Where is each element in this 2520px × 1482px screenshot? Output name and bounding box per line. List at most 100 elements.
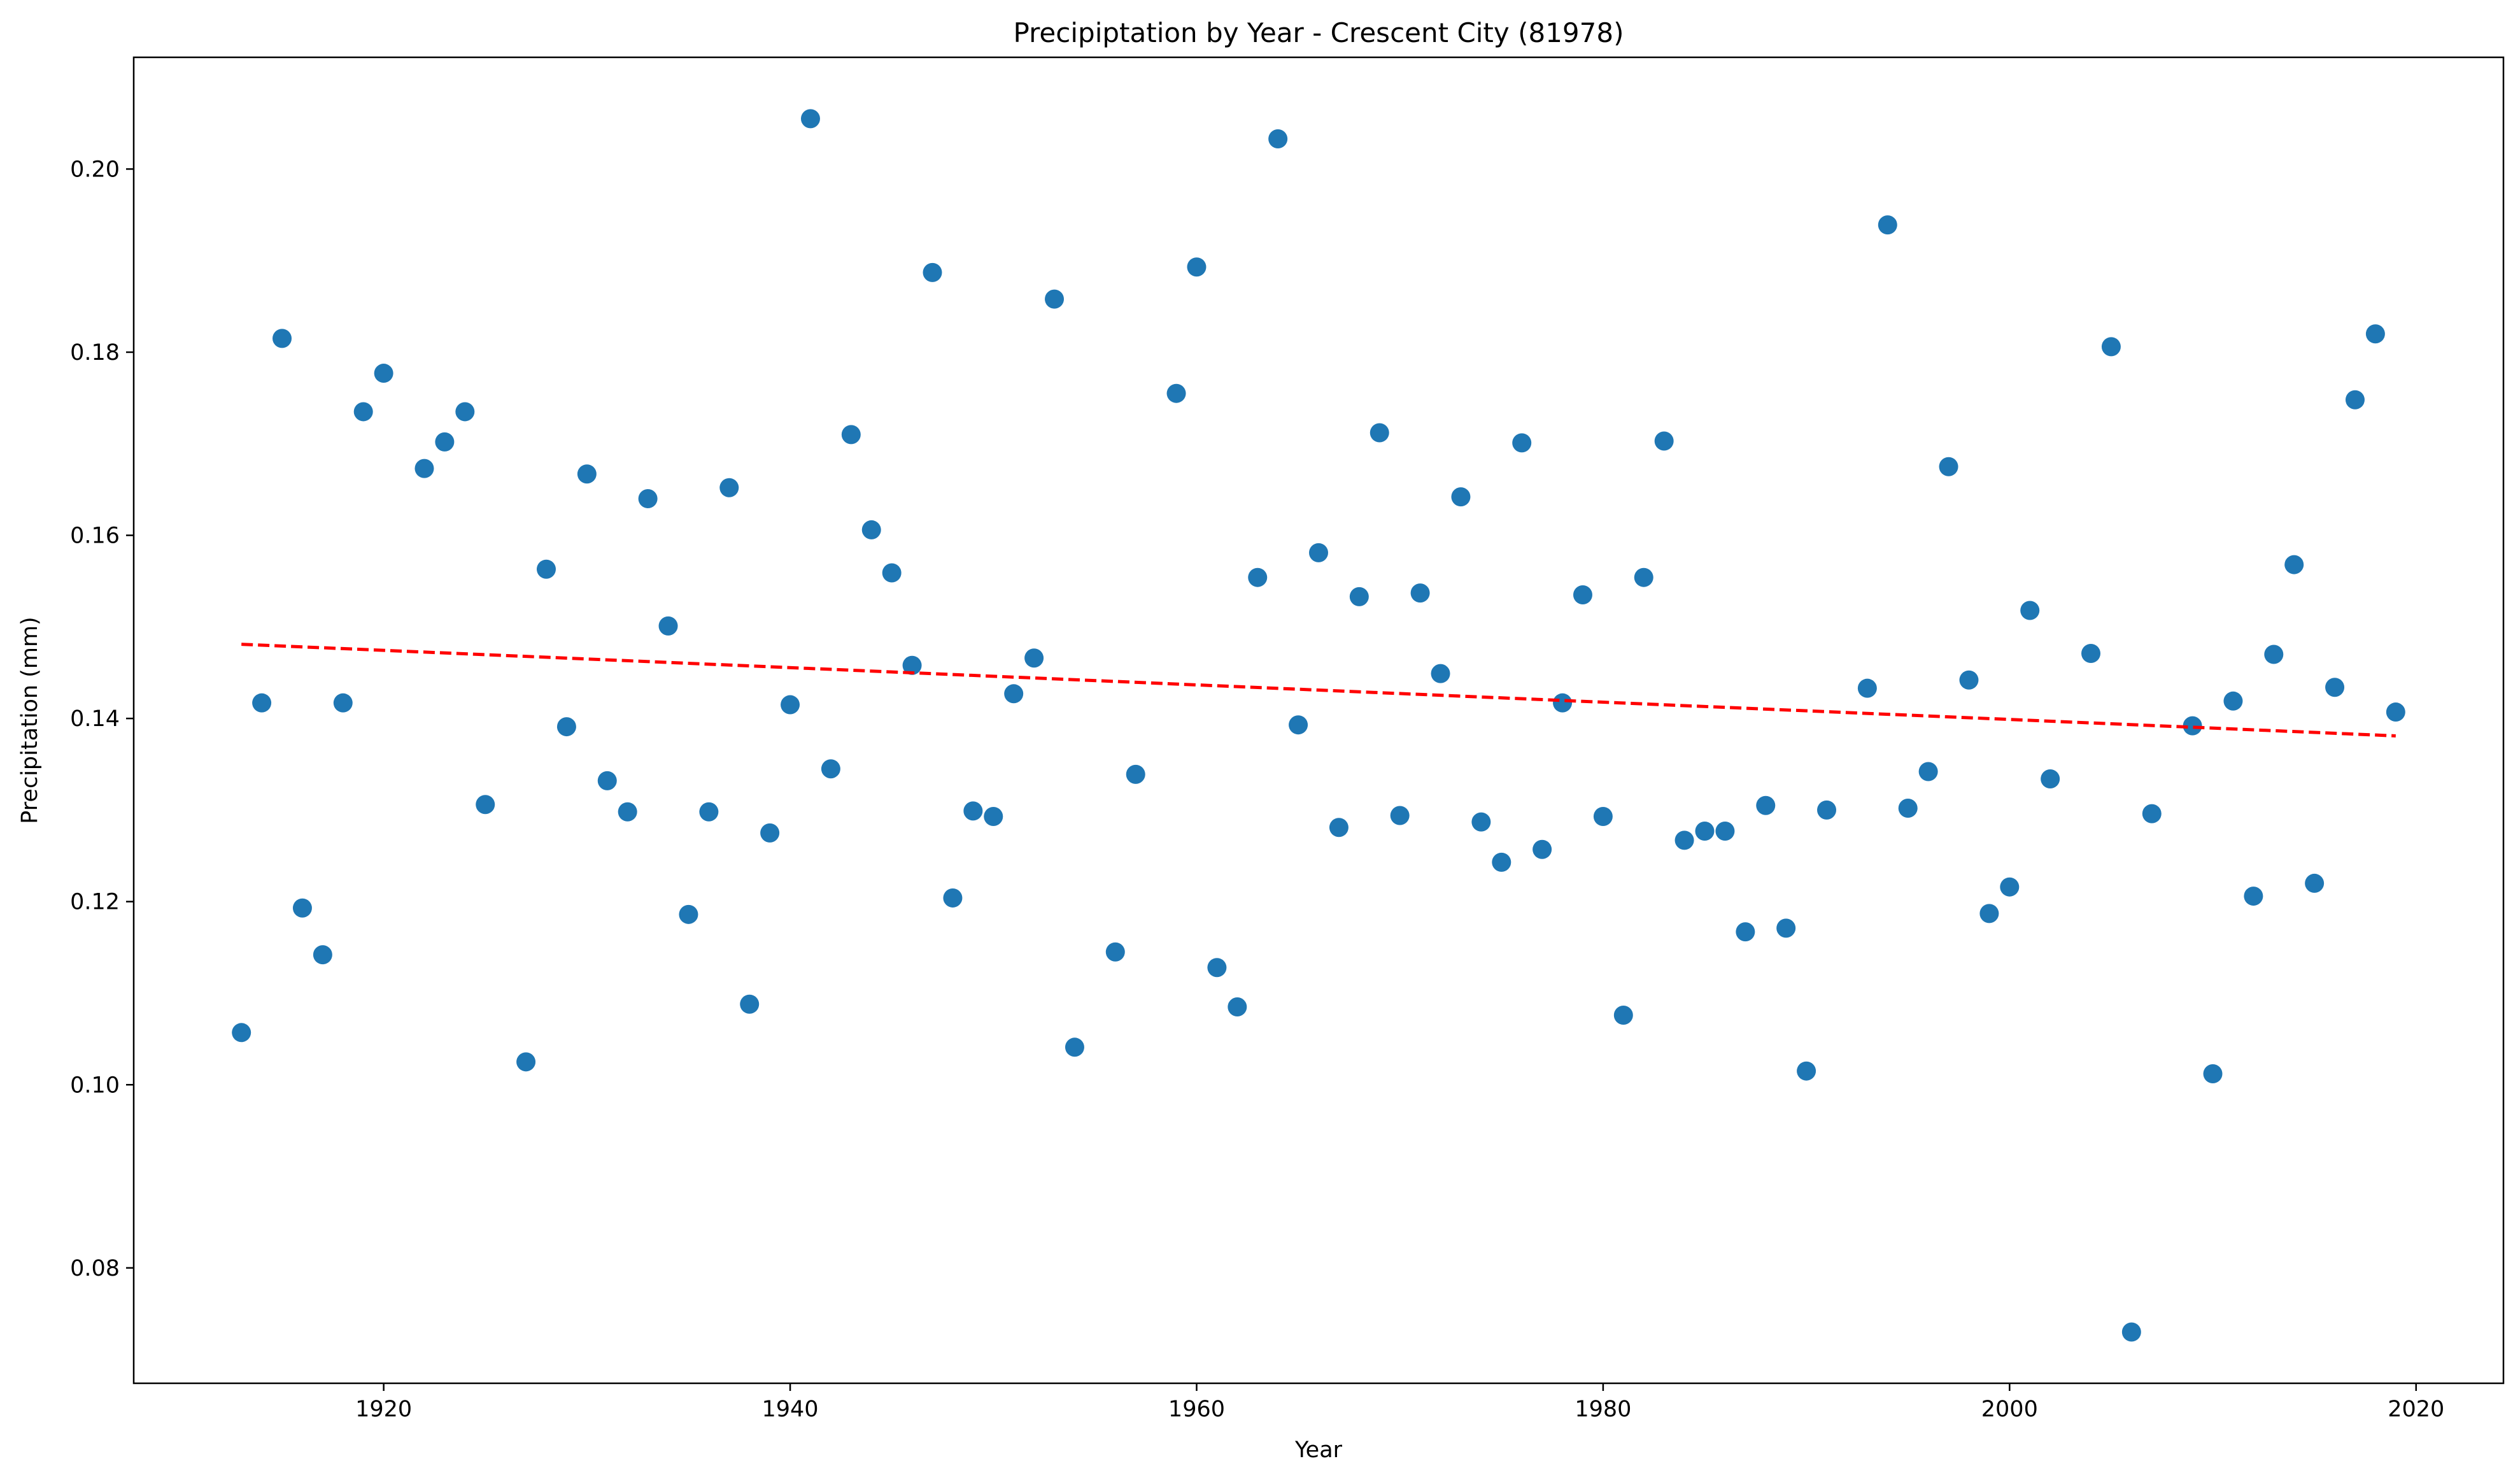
data-point-1988	[1756, 795, 1776, 815]
data-points	[232, 109, 2405, 1342]
y-tick-label-0.12: 0.12	[70, 890, 120, 915]
data-point-1949	[963, 801, 983, 821]
data-point-1971	[1410, 583, 1430, 603]
data-point-2011	[2223, 691, 2243, 711]
data-point-1943	[841, 425, 861, 445]
data-point-1913	[232, 1023, 251, 1043]
data-point-1990	[1797, 1061, 1816, 1081]
data-point-1939	[760, 823, 780, 843]
data-point-1968	[1349, 587, 1369, 606]
data-point-2018	[2365, 324, 2385, 344]
data-point-1994	[1878, 215, 1897, 235]
y-tick-label-0.16: 0.16	[70, 524, 120, 549]
data-point-1945	[882, 563, 902, 583]
data-point-2012	[2244, 887, 2263, 906]
data-point-1998	[1959, 670, 1979, 690]
data-point-1933	[638, 489, 658, 509]
data-point-1991	[1817, 800, 1837, 820]
data-point-1963	[1248, 567, 1268, 587]
x-tick-label-1940: 1940	[762, 1397, 819, 1422]
x-tick-label-2000: 2000	[1981, 1397, 2038, 1422]
data-point-1947	[923, 262, 942, 282]
x-tick-label-1960: 1960	[1168, 1397, 1225, 1422]
data-point-1983	[1654, 431, 1674, 451]
data-point-1942	[821, 759, 840, 779]
data-point-1936	[699, 802, 719, 822]
data-point-1975	[1492, 852, 1511, 872]
data-point-1941	[800, 109, 820, 129]
data-point-1917	[313, 945, 332, 965]
data-point-1977	[1533, 839, 1552, 859]
y-tick-label-0.18: 0.18	[70, 340, 120, 366]
data-point-1980	[1593, 806, 1613, 826]
data-point-2002	[2041, 769, 2060, 789]
data-point-1967	[1329, 818, 1348, 837]
y-tick-label-0.10: 0.10	[70, 1072, 120, 1098]
data-point-1969	[1370, 423, 1389, 443]
data-point-1984	[1674, 830, 1694, 850]
trend-line	[241, 643, 2396, 737]
data-point-2005	[2101, 337, 2121, 357]
chart-title: Precipiptation by Year - Crescent City (…	[1014, 17, 1624, 48]
x-tick-label-1920: 1920	[355, 1397, 412, 1422]
data-point-1964	[1268, 129, 1288, 148]
x-axis-label: Year	[1294, 1437, 1343, 1463]
data-point-1916	[292, 898, 312, 918]
data-point-1982	[1634, 567, 1653, 587]
x-tick-label-2020: 2020	[2388, 1397, 2444, 1422]
data-point-1986	[1715, 821, 1735, 841]
data-point-1944	[861, 520, 881, 539]
data-point-1961	[1207, 958, 1227, 978]
data-point-1946	[902, 655, 922, 675]
data-point-1915	[273, 329, 292, 348]
data-point-1951	[1004, 684, 1024, 704]
data-point-1981	[1613, 1005, 1633, 1025]
data-point-1966	[1309, 543, 1328, 562]
data-point-2010	[2203, 1064, 2223, 1084]
data-point-1953	[1045, 289, 1065, 309]
data-point-1924	[455, 402, 475, 422]
data-point-2013	[2264, 645, 2284, 664]
data-point-2017	[2345, 390, 2365, 410]
data-point-2001	[2020, 601, 2040, 620]
data-point-1985	[1695, 821, 1715, 841]
data-point-1927	[516, 1052, 536, 1072]
y-axis-label: Precipitation (mm)	[17, 616, 43, 823]
data-point-1989	[1776, 918, 1796, 938]
x-tick-label-1980: 1980	[1575, 1397, 1631, 1422]
data-point-1952	[1024, 648, 1044, 668]
data-point-1919	[353, 402, 373, 422]
y-tick-label-0.20: 0.20	[70, 157, 120, 182]
data-point-1937	[719, 478, 739, 497]
data-point-2016	[2325, 678, 2345, 697]
data-point-1979	[1573, 585, 1592, 605]
data-point-2006	[2121, 1322, 2141, 1342]
data-point-1972	[1431, 664, 1450, 683]
data-point-1973	[1451, 487, 1471, 507]
data-point-2019	[2386, 702, 2405, 722]
data-point-2009	[2183, 716, 2202, 736]
data-point-1965	[1289, 715, 1308, 735]
data-point-1995	[1898, 799, 1918, 818]
data-point-2014	[2284, 555, 2304, 574]
data-point-1954	[1065, 1037, 1084, 1057]
data-point-1923	[435, 432, 455, 452]
data-point-1928	[536, 559, 556, 579]
data-point-1993	[1857, 678, 1877, 698]
y-axis-ticks: 0.08 0.10 0.12 0.14 0.16 0.18 0.20	[70, 157, 134, 1281]
data-point-1996	[1918, 762, 1938, 781]
data-point-1935	[679, 904, 698, 924]
data-point-1976	[1512, 433, 1532, 453]
data-point-2015	[2305, 873, 2325, 893]
data-point-1957	[1126, 764, 1145, 784]
data-point-1920	[374, 364, 393, 383]
data-point-1922	[414, 459, 434, 478]
data-point-1934	[658, 616, 678, 636]
data-point-1950	[984, 806, 1003, 826]
data-point-1956	[1105, 942, 1125, 962]
data-point-1999	[1979, 904, 1999, 923]
plot-frame	[132, 56, 2505, 1385]
data-point-1962	[1228, 997, 1247, 1017]
plot-area	[134, 57, 2503, 1383]
